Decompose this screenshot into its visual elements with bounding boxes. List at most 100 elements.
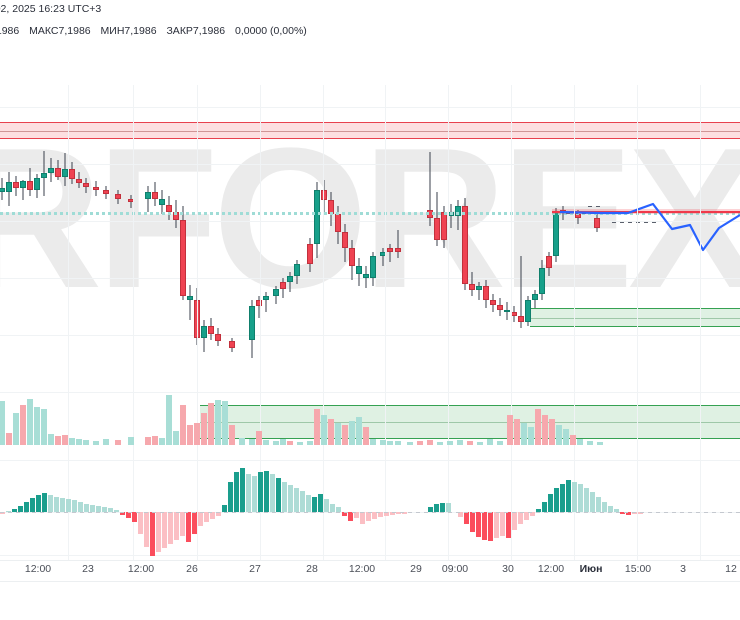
x-axis-tick[interactable]: 30 bbox=[502, 563, 514, 575]
candle-body bbox=[469, 284, 475, 290]
volume-bar bbox=[387, 441, 393, 445]
volume-bar bbox=[342, 425, 348, 445]
volume-bar bbox=[297, 442, 303, 445]
volume-bar bbox=[467, 441, 473, 445]
gridline-vertical bbox=[260, 85, 261, 560]
candle-body bbox=[294, 264, 300, 276]
x-axis-tick[interactable]: 26 bbox=[186, 563, 198, 575]
volume-bar bbox=[273, 441, 279, 445]
volume-bar bbox=[103, 439, 109, 445]
x-axis-tick[interactable]: Июн bbox=[579, 563, 603, 575]
volume-bar bbox=[27, 399, 33, 445]
ohlc-high: МАКС7,1986 bbox=[29, 25, 91, 37]
candle-body bbox=[476, 286, 482, 290]
gridline-horizontal bbox=[0, 460, 740, 461]
volume-bar bbox=[577, 439, 583, 445]
candlestick bbox=[76, 172, 82, 188]
volume-bar bbox=[13, 413, 19, 445]
volume-bar bbox=[201, 413, 207, 445]
candle-wick bbox=[429, 152, 431, 226]
volume-bar bbox=[363, 427, 369, 445]
x-axis-tick[interactable]: 23 bbox=[82, 563, 94, 575]
volume-bar bbox=[542, 415, 548, 445]
x-axis-tick[interactable]: 12:00 bbox=[348, 563, 376, 575]
candle-body bbox=[34, 178, 40, 190]
gridline-vertical bbox=[197, 85, 198, 560]
candlestick bbox=[180, 206, 186, 300]
candlestick bbox=[462, 198, 468, 290]
candlestick bbox=[20, 180, 26, 200]
candle-body bbox=[342, 232, 348, 248]
candlestick bbox=[166, 196, 172, 220]
volume-bar bbox=[447, 441, 453, 445]
candlestick bbox=[41, 151, 47, 196]
x-axis-tick[interactable]: 12 bbox=[725, 563, 737, 575]
candlestick bbox=[62, 153, 68, 186]
volume-bar bbox=[437, 442, 443, 445]
volume-bar bbox=[229, 425, 235, 445]
candlestick bbox=[194, 288, 200, 345]
volume-bar bbox=[597, 442, 603, 445]
volume-bar bbox=[159, 438, 165, 445]
candlestick bbox=[287, 272, 293, 292]
volume-bar bbox=[222, 401, 228, 445]
candlestick bbox=[48, 158, 54, 182]
volume-bar bbox=[395, 441, 401, 445]
candle-wick bbox=[189, 285, 191, 320]
candle-wick bbox=[258, 296, 260, 318]
candle-wick bbox=[478, 282, 480, 300]
header-ohlc: КР7,1986 МАКС7,1986 МИН7,1986 ЗАКР7,1986… bbox=[0, 25, 314, 37]
candlestick bbox=[434, 192, 440, 246]
candle-body bbox=[13, 182, 19, 188]
candlestick bbox=[201, 320, 207, 352]
candle-wick bbox=[389, 244, 391, 262]
x-axis-tick[interactable]: 15:00 bbox=[624, 563, 652, 575]
candlestick bbox=[483, 280, 489, 308]
volume-bar bbox=[20, 405, 26, 445]
x-axis-tick[interactable]: 3 bbox=[680, 563, 686, 575]
candle-body bbox=[201, 326, 207, 338]
candle-body bbox=[115, 194, 121, 199]
candlestick bbox=[55, 160, 61, 180]
candlestick bbox=[546, 252, 552, 276]
candlestick bbox=[349, 240, 355, 280]
volume-bar bbox=[187, 425, 193, 445]
candle-body bbox=[55, 168, 61, 177]
x-axis-tick[interactable]: 27 bbox=[249, 563, 261, 575]
x-axis-tick[interactable]: 29 bbox=[410, 563, 422, 575]
gridline-vertical bbox=[323, 85, 324, 560]
candle-body bbox=[20, 181, 26, 188]
volume-bar bbox=[55, 436, 61, 445]
candle-wick bbox=[265, 292, 267, 312]
candlestick bbox=[159, 190, 165, 214]
candle-body bbox=[263, 296, 269, 300]
x-axis-tick[interactable]: 09:00 bbox=[441, 563, 469, 575]
candlestick bbox=[525, 296, 531, 326]
x-axis-bottom-border bbox=[0, 581, 740, 582]
candlestick bbox=[249, 300, 255, 358]
volume-bar bbox=[239, 438, 245, 445]
candlestick bbox=[395, 230, 401, 258]
candlestick bbox=[34, 174, 40, 198]
candlestick bbox=[476, 282, 482, 300]
x-axis-tick[interactable]: 12:00 bbox=[127, 563, 155, 575]
x-axis-tick[interactable]: 28 bbox=[306, 563, 318, 575]
candle-wick bbox=[450, 204, 452, 228]
candle-body bbox=[208, 326, 214, 334]
candlestick bbox=[504, 302, 510, 320]
volume-bar bbox=[556, 425, 562, 445]
volume-bar bbox=[263, 440, 269, 445]
gridline-vertical bbox=[133, 85, 134, 560]
candle-wick bbox=[397, 230, 399, 258]
candlestick bbox=[145, 186, 151, 212]
candle-body bbox=[180, 220, 186, 296]
volume-bar bbox=[280, 439, 286, 445]
x-axis-tick[interactable]: 12:00 bbox=[537, 563, 565, 575]
candlestick bbox=[93, 181, 99, 196]
gridline-vertical bbox=[637, 85, 638, 560]
ohlc-open: КР7,1986 bbox=[0, 25, 20, 37]
candlestick bbox=[69, 162, 75, 184]
candlestick bbox=[387, 244, 393, 262]
x-axis-tick[interactable]: 12:00 bbox=[24, 563, 52, 575]
gridline-horizontal bbox=[0, 392, 740, 393]
